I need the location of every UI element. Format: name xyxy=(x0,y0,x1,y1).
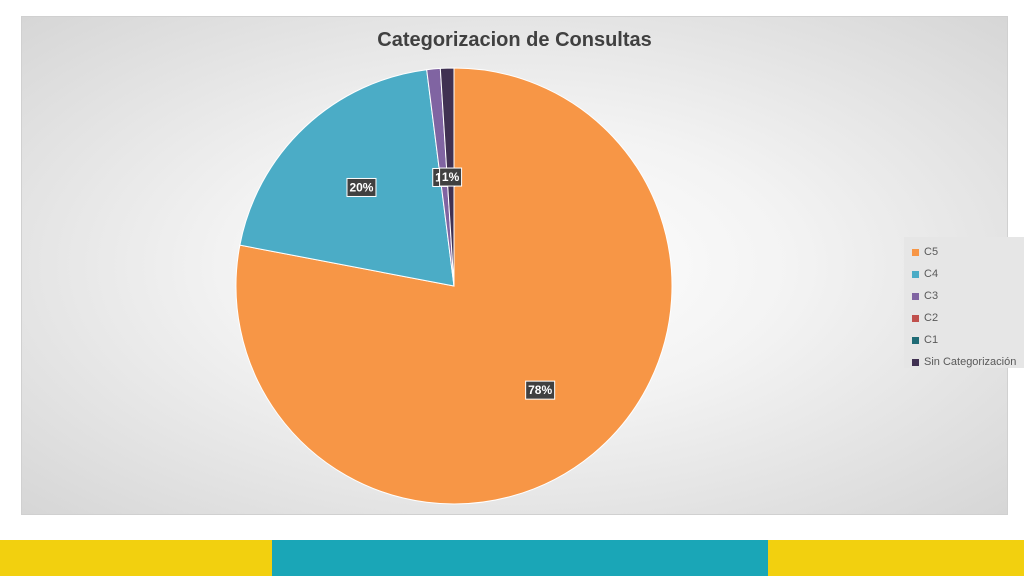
legend-label: C5 xyxy=(924,246,939,258)
legend-item-c4: C4 xyxy=(912,263,1024,285)
data-label-c4: 20% xyxy=(346,177,377,197)
data-label-sin-categorizacion: 1% xyxy=(439,167,463,187)
pie-slice-c4 xyxy=(239,69,455,287)
legend-label: C3 xyxy=(924,290,939,302)
svg-text:78%: 78% xyxy=(528,383,552,397)
footer-bar-middle xyxy=(272,540,768,576)
legend-label: C4 xyxy=(924,268,939,280)
pie-chart: 78%20%1%1% xyxy=(235,67,673,505)
footer-bar-left xyxy=(0,540,272,576)
legend-swatch xyxy=(912,248,919,256)
legend-swatch xyxy=(912,336,919,344)
legend-item-c1: C1 xyxy=(912,329,1024,351)
legend-item-sin-categorizacion: Sin Categorización xyxy=(912,351,1024,373)
legend-swatch xyxy=(912,270,919,278)
chart-panel: Categorizacion de Consultas 78%20%1%1% C… xyxy=(21,16,1024,515)
legend-swatch xyxy=(912,292,919,300)
chart-legend: C5 C4 C3 C2 C1 Sin Categorización xyxy=(904,237,1024,368)
legend-label: C2 xyxy=(924,312,939,324)
legend-label: C1 xyxy=(924,334,939,346)
legend-item-c2: C2 xyxy=(912,307,1024,329)
legend-label: Sin Categorización xyxy=(924,356,1017,368)
legend-item-c3: C3 xyxy=(912,285,1024,307)
legend-swatch xyxy=(912,358,919,366)
footer-bar-right xyxy=(768,540,1024,576)
svg-text:20%: 20% xyxy=(349,180,373,194)
legend-item-c5: C5 xyxy=(912,241,1024,263)
chart-title: Categorizacion de Consultas xyxy=(377,29,652,51)
data-label-c5: 78% xyxy=(525,380,556,400)
svg-text:1%: 1% xyxy=(442,170,460,184)
legend-swatch xyxy=(912,314,919,322)
